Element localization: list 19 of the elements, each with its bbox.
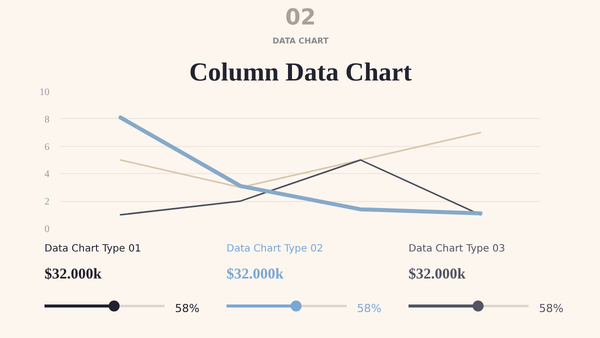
line-series (118, 116, 482, 216)
y-tick-label: 6 (44, 142, 50, 153)
text: Data Chart Type 01 (44, 244, 142, 254)
data-label: 58% (175, 301, 200, 317)
chart-title: Column Data Chart (189, 58, 412, 86)
y-tick-label: 4 (44, 169, 50, 180)
data-label: 58% (357, 301, 382, 317)
chart-subtitle: DATA CHART (272, 36, 330, 46)
y-tick-label: 0 (44, 224, 50, 235)
text: $32.000k (408, 266, 466, 282)
y-tick-label: 2 (44, 196, 50, 208)
y-tick-label: 8 (44, 114, 50, 126)
y-tick-label: 10 (40, 87, 50, 98)
text: $32.000k (226, 266, 284, 282)
text: Data Chart Type 02 (226, 244, 324, 254)
text: Data Chart Type 03 (408, 244, 506, 254)
data-label: 58% (539, 301, 564, 317)
text: 02 (285, 6, 316, 30)
text: $32.000k (44, 266, 102, 282)
